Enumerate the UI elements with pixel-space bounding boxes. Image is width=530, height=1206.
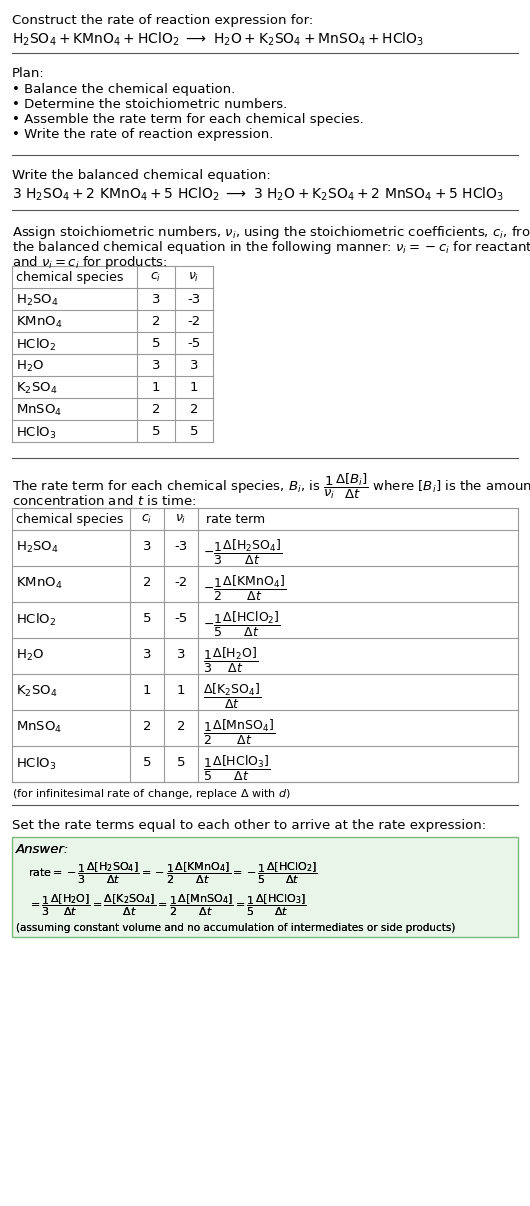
Text: $\dfrac{1}{5}\dfrac{\Delta [\mathrm{HClO_3}]}{\Delta t}$: $\dfrac{1}{5}\dfrac{\Delta [\mathrm{HClO… bbox=[203, 754, 270, 783]
Text: 5: 5 bbox=[143, 611, 151, 625]
Text: Plan:: Plan: bbox=[12, 68, 45, 80]
Text: -3: -3 bbox=[188, 293, 201, 306]
Text: $\mathrm{K_2SO_4}$: $\mathrm{K_2SO_4}$ bbox=[16, 684, 57, 699]
Text: (assuming constant volume and no accumulation of intermediates or side products): (assuming constant volume and no accumul… bbox=[16, 923, 455, 933]
Text: -2: -2 bbox=[174, 576, 188, 589]
Text: $\mathrm{HClO_2}$: $\mathrm{HClO_2}$ bbox=[16, 611, 56, 628]
Text: 2: 2 bbox=[190, 403, 198, 416]
Text: $\mathrm{H_2O}$: $\mathrm{H_2O}$ bbox=[16, 359, 44, 374]
Text: 5: 5 bbox=[176, 756, 186, 769]
Text: $\mathrm{HClO_3}$: $\mathrm{HClO_3}$ bbox=[16, 756, 57, 772]
Text: 1: 1 bbox=[152, 381, 160, 394]
Text: $\mathrm{HClO_2}$: $\mathrm{HClO_2}$ bbox=[16, 336, 56, 353]
Text: $\mathrm{H_2O}$: $\mathrm{H_2O}$ bbox=[16, 648, 44, 663]
Text: • Assemble the rate term for each chemical species.: • Assemble the rate term for each chemic… bbox=[12, 113, 364, 125]
Text: $\mathrm{HClO_3}$: $\mathrm{HClO_3}$ bbox=[16, 425, 57, 441]
Text: the balanced chemical equation in the following manner: $\nu_i = -c_i$ for react: the balanced chemical equation in the fo… bbox=[12, 239, 530, 256]
Text: 5: 5 bbox=[152, 336, 160, 350]
Text: $= \dfrac{1}{3}\dfrac{\Delta [\mathrm{H_2O}]}{\Delta t} = \dfrac{\Delta [\mathrm: $= \dfrac{1}{3}\dfrac{\Delta [\mathrm{H_… bbox=[28, 892, 307, 919]
Text: 5: 5 bbox=[190, 425, 198, 438]
Text: $c_i$: $c_i$ bbox=[142, 513, 153, 526]
Text: $\dfrac{1}{2}\dfrac{\Delta [\mathrm{MnSO_4}]}{\Delta t}$: $\dfrac{1}{2}\dfrac{\Delta [\mathrm{MnSO… bbox=[203, 718, 276, 747]
Text: $= \dfrac{1}{3}\dfrac{\Delta [\mathrm{H_2O}]}{\Delta t} = \dfrac{\Delta [\mathrm: $= \dfrac{1}{3}\dfrac{\Delta [\mathrm{H_… bbox=[28, 892, 307, 919]
Text: Set the rate terms equal to each other to arrive at the rate expression:: Set the rate terms equal to each other t… bbox=[12, 819, 486, 832]
Text: $\nu_i$: $\nu_i$ bbox=[175, 513, 187, 526]
Text: 3: 3 bbox=[176, 648, 186, 661]
Text: $\mathrm{H_2SO_4 + KMnO_4 + HClO_2 \ \longrightarrow \ H_2O + K_2SO_4 + MnSO_4 +: $\mathrm{H_2SO_4 + KMnO_4 + HClO_2 \ \lo… bbox=[12, 31, 424, 48]
Text: 2: 2 bbox=[152, 403, 160, 416]
Text: 2: 2 bbox=[176, 720, 186, 733]
Text: Answer:: Answer: bbox=[16, 843, 69, 856]
Text: Construct the rate of reaction expression for:: Construct the rate of reaction expressio… bbox=[12, 14, 313, 27]
Text: 2: 2 bbox=[152, 315, 160, 328]
Text: $-\dfrac{1}{3}\dfrac{\Delta [\mathrm{H_2SO_4}]}{\Delta t}$: $-\dfrac{1}{3}\dfrac{\Delta [\mathrm{H_2… bbox=[203, 538, 282, 567]
Text: (assuming constant volume and no accumulation of intermediates or side products): (assuming constant volume and no accumul… bbox=[16, 923, 455, 933]
Text: $\dfrac{\Delta [\mathrm{K_2SO_4}]}{\Delta t}$: $\dfrac{\Delta [\mathrm{K_2SO_4}]}{\Delt… bbox=[203, 683, 261, 712]
Text: $\mathrm{KMnO_4}$: $\mathrm{KMnO_4}$ bbox=[16, 315, 63, 330]
Text: -5: -5 bbox=[188, 336, 201, 350]
Text: -3: -3 bbox=[174, 540, 188, 554]
Text: 2: 2 bbox=[143, 576, 151, 589]
Text: The rate term for each chemical species, $B_i$, is $\dfrac{1}{\nu_i}\dfrac{\Delt: The rate term for each chemical species,… bbox=[12, 472, 530, 502]
Text: 1: 1 bbox=[190, 381, 198, 394]
Text: 3: 3 bbox=[152, 293, 160, 306]
Text: $\mathrm{H_2SO_4}$: $\mathrm{H_2SO_4}$ bbox=[16, 540, 59, 555]
Text: $-\dfrac{1}{5}\dfrac{\Delta [\mathrm{HClO_2}]}{\Delta t}$: $-\dfrac{1}{5}\dfrac{\Delta [\mathrm{HCl… bbox=[203, 610, 281, 639]
Text: 3: 3 bbox=[143, 540, 151, 554]
Text: $\mathrm{MnSO_4}$: $\mathrm{MnSO_4}$ bbox=[16, 720, 62, 736]
Text: $\nu_i$: $\nu_i$ bbox=[188, 271, 200, 285]
Text: (for infinitesimal rate of change, replace $\Delta$ with $d$): (for infinitesimal rate of change, repla… bbox=[12, 788, 291, 801]
Text: Write the balanced chemical equation:: Write the balanced chemical equation: bbox=[12, 169, 271, 182]
Text: 2: 2 bbox=[143, 720, 151, 733]
Text: chemical species: chemical species bbox=[16, 271, 123, 283]
Text: 3: 3 bbox=[152, 359, 160, 371]
Text: $-\dfrac{1}{2}\dfrac{\Delta [\mathrm{KMnO_4}]}{\Delta t}$: $-\dfrac{1}{2}\dfrac{\Delta [\mathrm{KMn… bbox=[203, 574, 286, 603]
Text: 5: 5 bbox=[143, 756, 151, 769]
Text: $\mathrm{rate} = -\dfrac{1}{3}\dfrac{\Delta [\mathrm{H_2SO_4}]}{\Delta t} = -\df: $\mathrm{rate} = -\dfrac{1}{3}\dfrac{\De… bbox=[28, 861, 318, 886]
Text: 5: 5 bbox=[152, 425, 160, 438]
Text: $c_i$: $c_i$ bbox=[151, 271, 162, 285]
Text: Assign stoichiometric numbers, $\nu_i$, using the stoichiometric coefficients, $: Assign stoichiometric numbers, $\nu_i$, … bbox=[12, 224, 530, 241]
Text: 1: 1 bbox=[143, 684, 151, 697]
Text: $\mathrm{K_2SO_4}$: $\mathrm{K_2SO_4}$ bbox=[16, 381, 57, 396]
Text: • Write the rate of reaction expression.: • Write the rate of reaction expression. bbox=[12, 128, 273, 141]
Text: $\mathrm{H_2SO_4}$: $\mathrm{H_2SO_4}$ bbox=[16, 293, 59, 308]
Text: $\mathrm{3\ H_2SO_4 + 2\ KMnO_4 + 5\ HClO_2 \ \longrightarrow \ 3\ H_2O + K_2SO_: $\mathrm{3\ H_2SO_4 + 2\ KMnO_4 + 5\ HCl… bbox=[12, 186, 504, 204]
Text: and $\nu_i = c_i$ for products:: and $\nu_i = c_i$ for products: bbox=[12, 254, 167, 271]
Text: 3: 3 bbox=[190, 359, 198, 371]
Text: 1: 1 bbox=[176, 684, 186, 697]
Text: • Determine the stoichiometric numbers.: • Determine the stoichiometric numbers. bbox=[12, 98, 287, 111]
Text: concentration and $t$ is time:: concentration and $t$ is time: bbox=[12, 494, 196, 508]
Text: -2: -2 bbox=[188, 315, 201, 328]
FancyBboxPatch shape bbox=[12, 837, 518, 937]
Text: $\mathrm{KMnO_4}$: $\mathrm{KMnO_4}$ bbox=[16, 576, 63, 591]
Text: Answer:: Answer: bbox=[16, 843, 69, 856]
Text: chemical species: chemical species bbox=[16, 513, 123, 526]
Text: -5: -5 bbox=[174, 611, 188, 625]
Text: 3: 3 bbox=[143, 648, 151, 661]
Text: $\mathrm{MnSO_4}$: $\mathrm{MnSO_4}$ bbox=[16, 403, 62, 418]
Text: rate term: rate term bbox=[206, 513, 265, 526]
Text: $\dfrac{1}{3}\dfrac{\Delta [\mathrm{H_2O}]}{\Delta t}$: $\dfrac{1}{3}\dfrac{\Delta [\mathrm{H_2O… bbox=[203, 646, 258, 675]
Text: $\mathrm{rate} = -\dfrac{1}{3}\dfrac{\Delta [\mathrm{H_2SO_4}]}{\Delta t} = -\df: $\mathrm{rate} = -\dfrac{1}{3}\dfrac{\De… bbox=[28, 861, 318, 886]
Text: • Balance the chemical equation.: • Balance the chemical equation. bbox=[12, 83, 235, 96]
